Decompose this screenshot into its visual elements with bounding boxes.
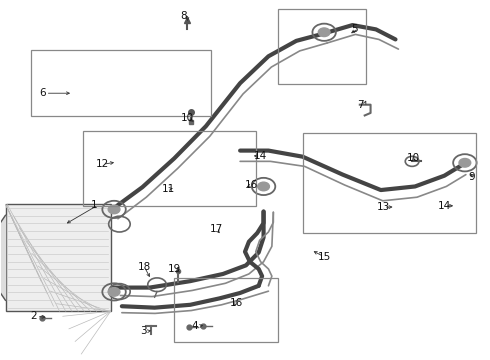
Text: 14: 14 (438, 201, 451, 211)
Text: 7: 7 (357, 100, 364, 110)
Circle shape (108, 288, 120, 296)
Bar (278, 9, 366, 84)
Text: 6: 6 (39, 88, 46, 98)
Text: 1: 1 (91, 200, 98, 210)
Text: 17: 17 (210, 225, 223, 234)
Bar (31, 50, 211, 116)
Text: 15: 15 (318, 252, 331, 262)
Text: 14: 14 (254, 151, 267, 161)
Circle shape (318, 28, 330, 37)
Text: 12: 12 (96, 159, 109, 169)
Text: 13: 13 (377, 202, 390, 212)
Text: 19: 19 (168, 264, 181, 274)
Bar (174, 278, 278, 342)
Text: 16: 16 (229, 298, 243, 308)
Text: 18: 18 (138, 262, 151, 272)
Text: 10: 10 (407, 153, 420, 163)
Text: 2: 2 (30, 311, 37, 321)
Text: 3: 3 (140, 326, 147, 336)
Polygon shape (0, 215, 5, 301)
Circle shape (459, 158, 471, 167)
Text: 16: 16 (245, 180, 258, 190)
Text: 8: 8 (180, 11, 187, 21)
Text: 11: 11 (162, 184, 175, 194)
Bar (5, 204, 111, 311)
Text: 5: 5 (351, 24, 358, 34)
Text: 4: 4 (191, 321, 198, 331)
Bar (83, 131, 256, 206)
Text: 10: 10 (180, 113, 194, 123)
Circle shape (258, 182, 270, 191)
Circle shape (108, 205, 120, 214)
Bar (303, 133, 476, 233)
Text: 9: 9 (469, 172, 475, 182)
